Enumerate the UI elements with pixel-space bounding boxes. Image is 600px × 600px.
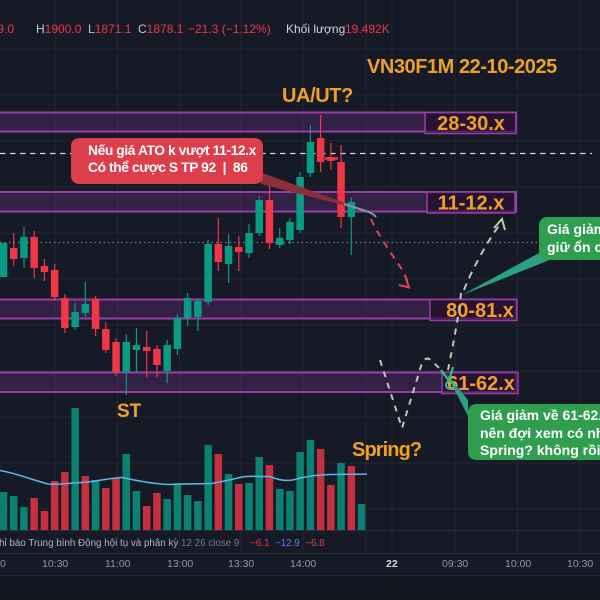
svg-text:80-81.x: 80-81.x [446, 300, 514, 322]
svg-text:61-62.x: 61-62.x [447, 373, 515, 395]
svg-text:28-30.x: 28-30.x [437, 113, 505, 135]
svg-text:11-12.x: 11-12.x [438, 193, 505, 215]
